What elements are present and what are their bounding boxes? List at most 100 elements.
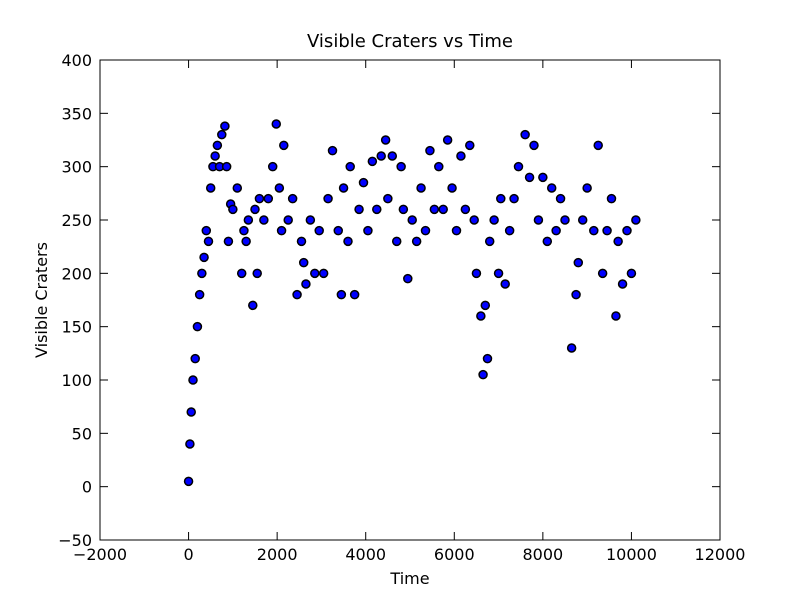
scatter-point: [250, 204, 260, 215]
scatter-point: [228, 204, 238, 215]
scatter-point: [327, 145, 338, 156]
y-tick-label: 400: [61, 51, 92, 70]
scatter-point: [194, 289, 205, 300]
y-tick-label: 250: [61, 211, 92, 230]
scatter-point: [529, 140, 539, 151]
scatter-point: [241, 236, 251, 247]
scatter-point: [471, 268, 482, 279]
scatter-point: [205, 183, 216, 193]
x-tick-label: 4000: [345, 545, 386, 564]
x-tick-label: 0: [183, 545, 193, 564]
scatter-point: [296, 236, 307, 247]
scatter-point: [613, 236, 623, 247]
scatter-point: [358, 177, 369, 188]
scatter-point: [560, 215, 570, 225]
y-tick-label: 150: [61, 318, 92, 337]
x-tick-label: 12000: [695, 545, 746, 564]
scatter-point: [582, 183, 592, 193]
scatter-point: [345, 161, 355, 172]
scatter-point: [287, 193, 298, 204]
scatter-point: [217, 129, 227, 140]
scatter-point: [363, 225, 373, 236]
scatter-point: [429, 204, 440, 215]
scatter-point: [221, 161, 232, 172]
scatter-point: [310, 268, 320, 279]
scatter-point: [349, 289, 360, 300]
scatter-point: [403, 273, 413, 284]
scatter-point: [259, 215, 269, 225]
scatter-point: [333, 225, 344, 236]
scatter-point: [504, 225, 515, 236]
plot-area: [183, 119, 641, 487]
scatter-point: [383, 193, 393, 204]
y-tick-label: −50: [58, 531, 92, 550]
scatter-point: [617, 279, 628, 289]
scatter-point: [465, 140, 475, 151]
x-axis-label: Time: [389, 569, 429, 588]
scatter-point: [323, 193, 333, 204]
y-tick-label: 100: [61, 371, 92, 390]
scatter-point: [398, 204, 409, 215]
scatter-point: [626, 268, 637, 279]
scatter-point: [566, 343, 577, 353]
scatter-point: [252, 268, 262, 279]
scatter-point: [546, 183, 557, 193]
scatter-point: [496, 193, 506, 204]
scatter-point: [476, 311, 486, 321]
scatter-point: [538, 172, 548, 183]
scatter-point: [480, 300, 491, 311]
scatter-point: [292, 289, 302, 300]
scatter-point: [267, 161, 278, 172]
scatter-point: [305, 215, 316, 225]
scatter-point: [199, 252, 209, 263]
scatter-point: [248, 300, 258, 311]
scatter-point: [210, 151, 220, 161]
scatter-point: [500, 279, 510, 289]
scatter-point: [425, 145, 435, 156]
scatter-point: [183, 476, 194, 487]
x-tick-label: 2000: [257, 545, 298, 564]
scatter-point: [376, 151, 386, 161]
scatter-point: [314, 225, 324, 236]
scatter-point: [372, 204, 382, 215]
scatter-point: [343, 236, 353, 247]
scatter-point: [407, 215, 417, 225]
scatter-point: [611, 311, 621, 321]
scatter-point: [513, 161, 524, 172]
scatter-point: [484, 236, 495, 247]
scatter-point: [232, 183, 243, 193]
scatter-point: [593, 140, 603, 151]
scatter-point: [212, 140, 223, 151]
y-tick-label: 350: [61, 104, 92, 123]
scatter-point: [203, 236, 214, 247]
scatter-point: [220, 121, 230, 131]
scatter-point: [223, 236, 234, 247]
scatter-point: [318, 268, 329, 279]
y-tick-label: 200: [61, 264, 92, 283]
y-axis-label: Visible Craters: [32, 242, 51, 358]
scatter-point: [442, 135, 453, 145]
scatter-point: [201, 225, 212, 236]
scatter-point: [391, 236, 402, 247]
scatter-point: [236, 268, 247, 279]
scatter-point: [416, 183, 426, 193]
x-tick-label: 10000: [606, 545, 657, 564]
scatter-point: [354, 204, 364, 215]
scatter-point: [489, 215, 499, 225]
scatter-point: [509, 193, 519, 204]
scatter-point: [188, 375, 198, 385]
scatter-point: [460, 204, 471, 215]
scatter-point: [438, 204, 448, 215]
y-tick-label: 300: [61, 158, 92, 177]
scatter-point: [283, 215, 293, 225]
scatter-point: [456, 151, 466, 161]
scatter-point: [338, 183, 349, 193]
scatter-point: [606, 193, 617, 204]
scatter-point: [597, 268, 608, 279]
scatter-point: [520, 129, 530, 140]
scatter-point: [336, 289, 347, 300]
scatter-point: [263, 193, 274, 204]
scatter-point: [420, 225, 431, 236]
